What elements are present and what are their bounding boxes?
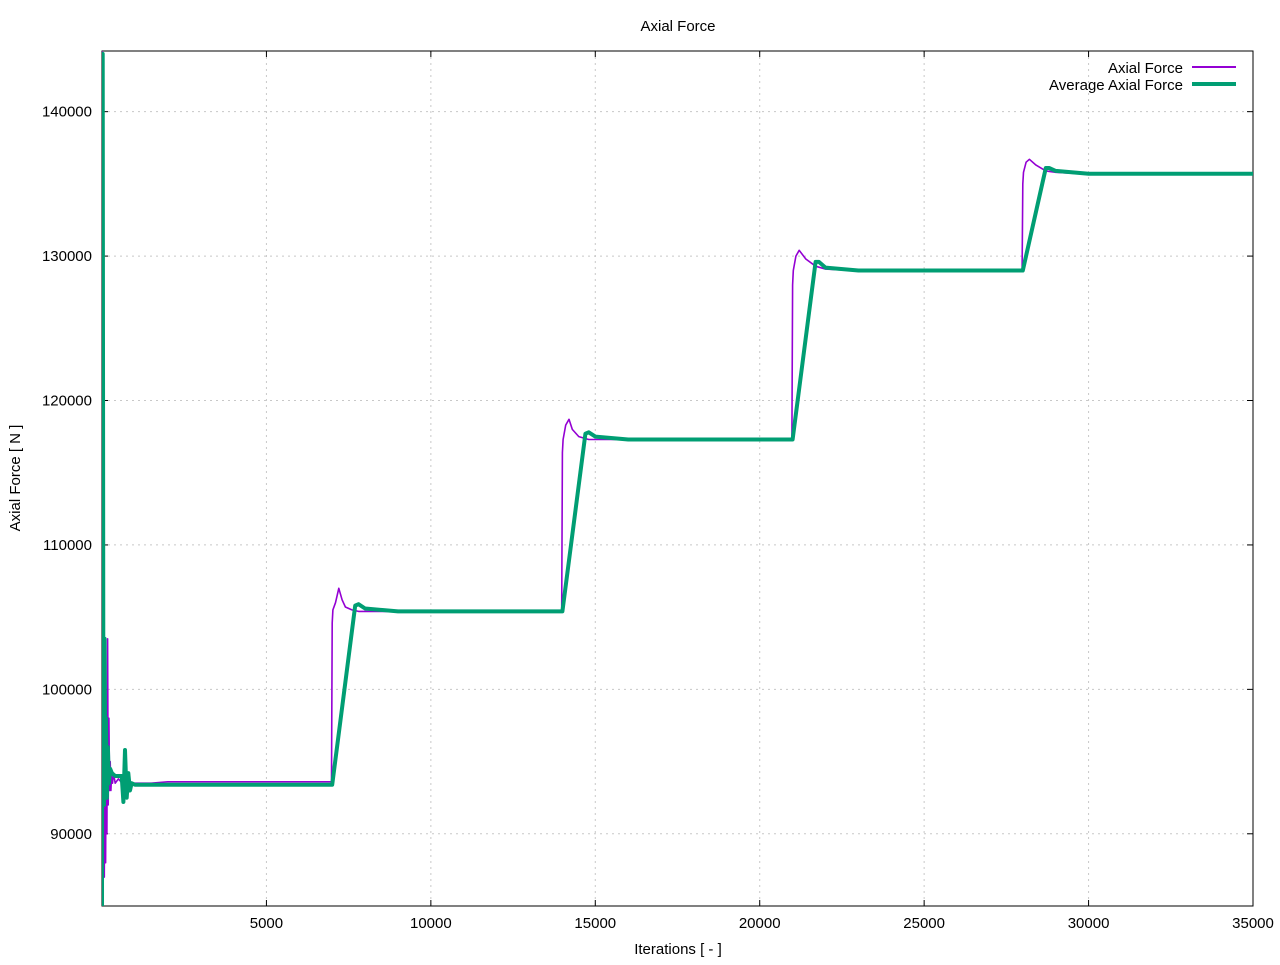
x-axis-label: Iterations [ - ] <box>634 941 722 958</box>
y-axis-ticks: 90000 100000 110000 120000 130000 140000 <box>42 104 1253 843</box>
x-tick-label: 20000 <box>739 915 781 932</box>
axes <box>101 50 1254 907</box>
series-line-axial-force <box>102 51 1253 906</box>
series-line-average-axial-force <box>102 51 1253 906</box>
legend: Axial Force Average Axial Force <box>1049 60 1236 94</box>
x-axis-ticks: 5000 10000 15000 20000 25000 30000 35000 <box>250 51 1274 932</box>
y-tick-label: 100000 <box>42 681 92 698</box>
legend-label-average-axial-force: Average Axial Force <box>1049 77 1183 94</box>
x-tick-label: 10000 <box>410 915 452 932</box>
chart-title: Axial Force <box>640 18 715 35</box>
y-tick-label: 140000 <box>42 104 92 121</box>
x-tick-label: 35000 <box>1232 915 1274 932</box>
series-layer <box>102 51 1253 906</box>
y-tick-label: 120000 <box>42 393 92 410</box>
y-axis-label: Axial Force [ N ] <box>7 425 24 532</box>
y-tick-label: 110000 <box>43 537 92 554</box>
x-tick-label: 15000 <box>574 915 616 932</box>
x-tick-label: 25000 <box>903 915 945 932</box>
y-tick-label: 90000 <box>50 826 92 843</box>
grid-lines <box>102 51 1253 906</box>
x-tick-label: 5000 <box>250 915 283 932</box>
plot-frame <box>101 50 1254 907</box>
y-tick-label: 130000 <box>42 248 92 265</box>
legend-label-axial-force: Axial Force <box>1108 60 1183 77</box>
x-tick-label: 30000 <box>1068 915 1110 932</box>
